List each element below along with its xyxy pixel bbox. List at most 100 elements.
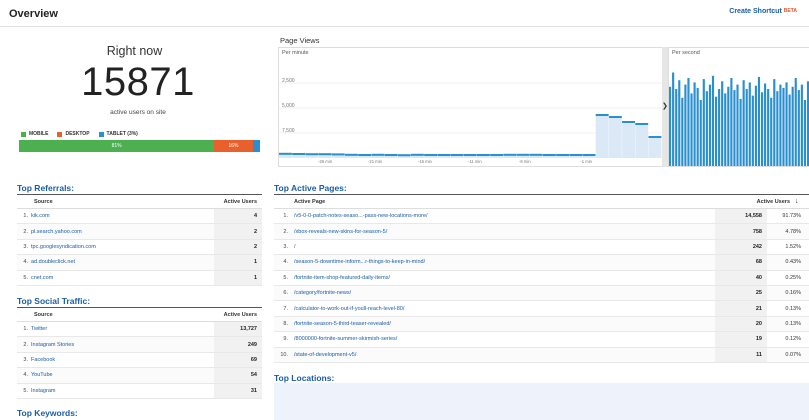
page-link[interactable]: /xbox-reveals-new-skins-for-season-5/ bbox=[294, 228, 388, 235]
row-index: 2. bbox=[283, 228, 288, 235]
per-second-plot bbox=[669, 72, 809, 166]
active-users-cell: 758 bbox=[715, 224, 767, 239]
table-row[interactable]: 4. /season-5-downtime-inform...r-things-t… bbox=[274, 255, 809, 271]
source-link[interactable]: Facebook bbox=[31, 356, 56, 363]
top-social-title[interactable]: Top Social Traffic: bbox=[17, 296, 91, 306]
col-source[interactable]: Source bbox=[34, 311, 53, 318]
percent-value: 91.73% bbox=[782, 213, 801, 220]
table-row[interactable]: 3. / 242 1.52% bbox=[274, 239, 809, 256]
per-minute-bar bbox=[292, 154, 306, 158]
table-row[interactable]: 7. /calculator-to-work-out-if-youll-reach… bbox=[274, 301, 809, 317]
page-link[interactable]: / bbox=[294, 243, 296, 250]
source-link[interactable]: Instagram Stories bbox=[31, 341, 75, 348]
page-link[interactable]: /season-5-downtime-inform...r-things-to-… bbox=[294, 259, 426, 266]
table-row[interactable]: 2. pl.search.yahoo.com 2 bbox=[17, 224, 262, 240]
page-link[interactable]: /fortnite-item-shop-featured-daily-items… bbox=[294, 274, 390, 281]
x-tick-label: -11 min bbox=[468, 159, 482, 164]
page-views-title: Page Views bbox=[280, 36, 320, 45]
page-link[interactable]: /category/fortnite-news/ bbox=[294, 290, 352, 297]
per-minute-plot: 7,500 5,000 2,500 -26 min -21 min -16 min -11 … bbox=[279, 78, 663, 164]
per-second-bar bbox=[806, 81, 809, 166]
page-link[interactable]: /calculator-to-work-out-if-youll-reach-l… bbox=[294, 305, 405, 312]
col-active-users[interactable]: Active Users bbox=[223, 311, 257, 318]
active-users-value: 25 bbox=[755, 290, 762, 297]
table-row[interactable]: 1. kik.com 4 bbox=[17, 209, 262, 225]
source-link[interactable]: tpc.googlesyndication.com bbox=[31, 243, 96, 250]
top-referrals-title[interactable]: Top Referrals: bbox=[17, 183, 74, 193]
create-shortcut-label[interactable]: Create Shortcut bbox=[729, 8, 782, 15]
col-active-users[interactable]: Active Users bbox=[756, 198, 790, 205]
legend-label: MOBILE bbox=[29, 131, 49, 137]
active-users-cell: 25 bbox=[715, 285, 767, 301]
table-row[interactable]: 3. tpc.googlesyndication.com 2 bbox=[17, 239, 262, 256]
table-row[interactable]: 6. /category/fortnite-news/25 0.16% bbox=[274, 285, 809, 302]
table-row[interactable]: 2. Instagram Stories 249 bbox=[17, 337, 262, 353]
active-users-cell: 69 bbox=[214, 352, 262, 368]
x-tick-label: -1 min bbox=[580, 159, 592, 164]
page-link[interactable]: /8000000-fortnite-summer-skirmish-series… bbox=[294, 336, 398, 343]
source-link[interactable]: kik.com bbox=[31, 213, 50, 220]
top-bar: Overview Create Shortcut BETA bbox=[0, 0, 809, 27]
per-second-bar bbox=[675, 89, 678, 166]
page-link[interactable]: /fortnite-season-5-third-teaser-revealed… bbox=[294, 320, 391, 327]
top-locations-title[interactable]: Top Locations: bbox=[274, 373, 335, 383]
table-row[interactable]: 1. /v5-0-0-patch-notes-seaso...-pass-new-… bbox=[274, 209, 809, 225]
per-minute-bar bbox=[490, 155, 504, 158]
source-link[interactable]: YouTube bbox=[31, 372, 53, 379]
y-tick-label: 2,500 bbox=[282, 78, 295, 84]
row-index: 1. bbox=[23, 326, 28, 333]
table-row[interactable]: 1. Twitter 13,727 bbox=[17, 322, 262, 338]
row-index: 9. bbox=[283, 336, 288, 343]
per-second-bar bbox=[736, 84, 739, 166]
col-active-users[interactable]: Active Users bbox=[223, 198, 257, 205]
active-users-value: 249 bbox=[247, 341, 257, 348]
per-second-bar bbox=[776, 91, 779, 166]
per-second-bar bbox=[745, 89, 748, 166]
chart-divider-handle[interactable]: ❯ bbox=[662, 47, 668, 167]
source-link[interactable]: ad.doubleclick.net bbox=[31, 259, 76, 266]
source-link[interactable]: cnet.com bbox=[31, 274, 54, 281]
col-source[interactable]: Source bbox=[34, 198, 53, 205]
create-shortcut-link[interactable]: Create Shortcut BETA bbox=[729, 8, 797, 15]
table-header: Active Page Active Users ↓ bbox=[274, 195, 809, 209]
percent-value: 4.78% bbox=[785, 228, 801, 235]
table-row[interactable]: 2. /xbox-reveals-new-skins-for-season-5/7… bbox=[274, 224, 809, 240]
y-tick-label: 5,000 bbox=[282, 103, 295, 109]
legend-label: TABLET (3%) bbox=[106, 131, 138, 137]
table-row[interactable]: 4. YouTube 54 bbox=[17, 368, 262, 384]
right-now-label: Right now bbox=[106, 44, 163, 58]
per-minute-bar bbox=[595, 115, 609, 158]
table-row[interactable]: 5. /fortnite-item-shop-featured-daily-ite… bbox=[274, 270, 809, 286]
per-minute-bar bbox=[305, 154, 319, 158]
page-link[interactable]: /v5-0-0-patch-notes-seaso...-pass-new-lo… bbox=[294, 213, 428, 220]
table-row[interactable]: 5. cnet.com 1 bbox=[17, 270, 262, 286]
table-row[interactable]: 5. Instagram 31 bbox=[17, 383, 262, 399]
per-second-label: Per second bbox=[672, 50, 700, 56]
source-link[interactable]: pl.search.yahoo.com bbox=[31, 228, 82, 235]
sort-down-icon[interactable]: ↓ bbox=[795, 198, 799, 205]
active-users-cell: 31 bbox=[214, 383, 262, 398]
locations-map[interactable] bbox=[274, 383, 809, 420]
col-active-page[interactable]: Active Page bbox=[294, 198, 326, 205]
per-second-bar bbox=[782, 87, 785, 166]
active-users-value: 40 bbox=[755, 274, 762, 281]
source-link[interactable]: Instagram bbox=[31, 387, 56, 394]
page-views-panel: Page Views Per minute 7,500 5,000 2,500 -26… bbox=[278, 27, 809, 167]
page-link[interactable]: /state-of-development-v5/ bbox=[294, 351, 357, 358]
chevron-right-icon[interactable]: ❯ bbox=[662, 103, 668, 110]
table-row[interactable]: 10. /state-of-development-v5/11 0.07% bbox=[274, 347, 809, 363]
source-link[interactable]: Twitter bbox=[31, 326, 48, 333]
table-row[interactable]: 4. ad.doubleclick.net 1 bbox=[17, 255, 262, 271]
active-users-value: 242 bbox=[752, 243, 762, 250]
per-second-bar bbox=[708, 84, 711, 166]
device-share-segment: 81% bbox=[19, 140, 215, 152]
per-second-bar bbox=[791, 86, 794, 166]
top-keywords-title[interactable]: Top Keywords: bbox=[17, 408, 78, 418]
table-row[interactable]: 3. Facebook 69 bbox=[17, 352, 262, 369]
table-row[interactable]: 8. /fortnite-season-5-third-teaser-reveal… bbox=[274, 316, 809, 333]
table-row[interactable]: 9. /8000000-fortnite-summer-skirmish-seri… bbox=[274, 332, 809, 348]
top-pages-title[interactable]: Top Active Pages: bbox=[274, 183, 347, 193]
per-second-bar bbox=[785, 82, 788, 166]
table-header: Source Active Users bbox=[17, 308, 262, 322]
per-minute-bar bbox=[542, 155, 556, 158]
